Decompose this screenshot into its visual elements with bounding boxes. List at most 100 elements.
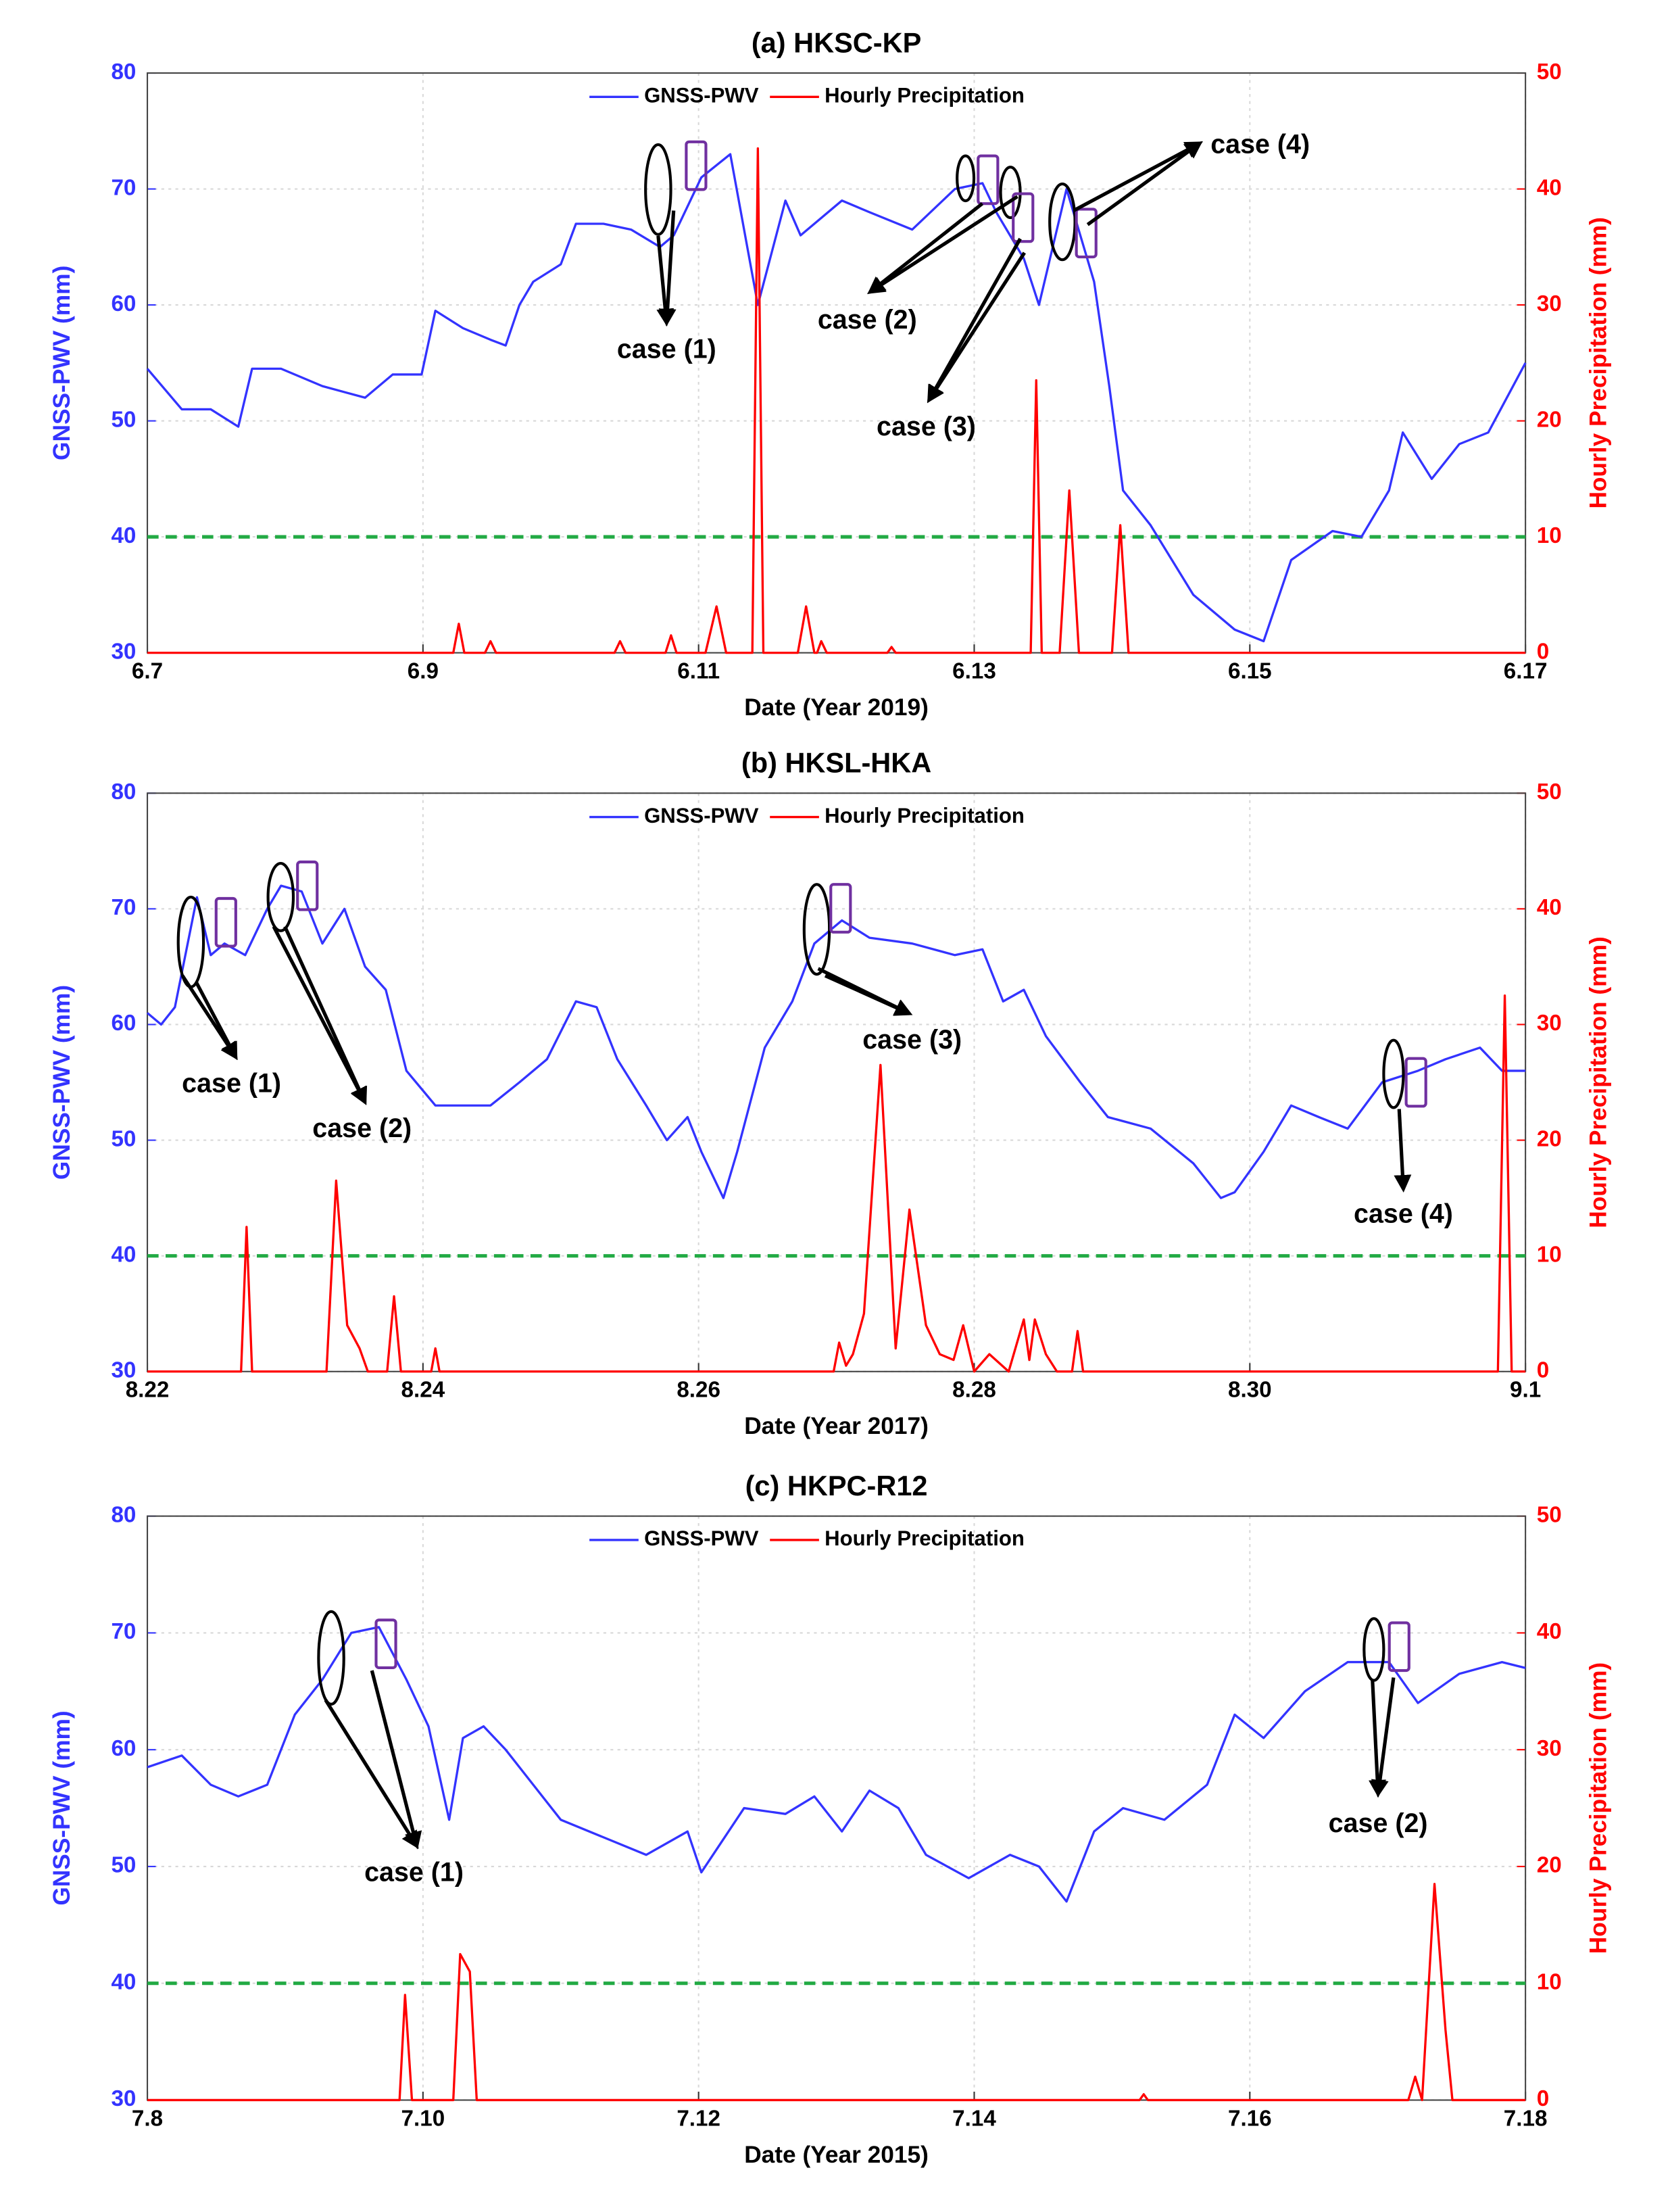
y-axis-label: GNSS-PWV (mm) — [49, 985, 75, 1180]
chart-title: (b) HKSL-HKA — [741, 747, 931, 779]
annotation-arrow — [824, 973, 913, 1016]
x-tick-label: 7.18 — [1504, 2106, 1548, 2131]
x-tick-label: 7.14 — [952, 2106, 996, 2131]
y2-tick-label: 40 — [1537, 175, 1562, 200]
annotation-label: case (1) — [182, 1069, 281, 1099]
annotation-box — [374, 1618, 397, 1669]
y-tick-label: 60 — [111, 1736, 136, 1761]
annotation-ellipse — [956, 154, 976, 203]
x-tick-label: 8.26 — [677, 1378, 720, 1403]
legend-label: GNSS-PWV — [644, 1526, 759, 1550]
x-tick-label: 6.11 — [677, 658, 720, 683]
plot-area — [147, 73, 1526, 653]
plot-frame — [146, 792, 1527, 1372]
legend-label: GNSS-PWV — [644, 84, 759, 107]
y-axis-label: GNSS-PWV (mm) — [49, 1710, 75, 1905]
y2-tick-label: 0 — [1537, 1358, 1549, 1383]
y2-tick-label: 20 — [1537, 1853, 1562, 1878]
y2-tick-label: 50 — [1537, 779, 1562, 804]
y2-axis-label: Hourly Precipitation (mm) — [1586, 1662, 1612, 1954]
legend-label: GNSS-PWV — [644, 804, 759, 827]
y2-tick-label: 50 — [1537, 1502, 1562, 1527]
y-tick-label: 80 — [111, 1502, 136, 1527]
y-tick-label: 80 — [111, 779, 136, 804]
annotation-arrow — [1073, 141, 1203, 212]
x-axis-label: Date (Year 2017) — [744, 1413, 929, 1439]
y-tick-label: 70 — [111, 895, 136, 920]
annotation-label: case (2) — [818, 305, 917, 335]
y-axis-label: GNSS-PWV (mm) — [49, 266, 75, 460]
x-tick-label: 8.22 — [126, 1378, 170, 1403]
annotation-box — [829, 883, 852, 934]
y2-tick-label: 30 — [1537, 1736, 1562, 1761]
y2-tick-label: 0 — [1537, 639, 1549, 664]
annotation-box — [1404, 1057, 1427, 1108]
annotation-ellipse — [317, 1610, 345, 1706]
annotation-label: case (2) — [1329, 1808, 1428, 1838]
y-tick-label: 70 — [111, 175, 136, 200]
y2-tick-label: 40 — [1537, 895, 1562, 920]
series-line — [147, 1883, 1526, 2102]
annotation-arrow — [283, 925, 368, 1105]
annotation-ellipse — [266, 862, 295, 932]
annotation-box — [1075, 208, 1098, 259]
y-tick-label: 60 — [111, 291, 136, 316]
legend-label: Hourly Precipitation — [825, 804, 1025, 827]
y-tick-label: 70 — [111, 1619, 136, 1644]
y2-axis-label: Hourly Precipitation (mm) — [1586, 936, 1612, 1228]
legend-label: Hourly Precipitation — [825, 84, 1025, 107]
annotation-box — [1387, 1621, 1410, 1673]
annotation-box — [214, 896, 237, 948]
y-tick-label: 40 — [111, 1242, 136, 1267]
annotation-label: case (4) — [1354, 1199, 1453, 1229]
annotation-arrow — [1394, 1109, 1412, 1193]
x-tick-label: 7.10 — [401, 2106, 445, 2131]
y2-tick-label: 30 — [1537, 1011, 1562, 1036]
y2-tick-label: 0 — [1537, 2086, 1549, 2111]
x-tick-label: 6.13 — [952, 658, 996, 683]
annotation-arrow — [927, 237, 1022, 404]
x-tick-label: 7.12 — [677, 2106, 720, 2131]
plot-area — [147, 793, 1526, 1372]
panel: (a) HKSC-KP 6.7 6.9 6.11 6.13 6.15 6.17 30 40 50 6… — [49, 26, 1612, 721]
annotation-arrow — [927, 251, 1027, 404]
annotation-box — [296, 860, 319, 911]
x-tick-label: 6.15 — [1228, 658, 1272, 683]
annotation-label: case (1) — [364, 1858, 464, 1888]
annotation-box — [685, 140, 708, 191]
series-line — [146, 153, 1527, 643]
annotation-arrow — [1369, 1680, 1387, 1798]
y-tick-label: 30 — [111, 1358, 136, 1383]
x-tick-label: 8.24 — [401, 1378, 445, 1403]
x-axis-label: Date (Year 2015) — [744, 2142, 929, 2168]
annotation-arrow — [324, 1699, 419, 1850]
annotation-arrow — [867, 202, 984, 295]
y2-axis-label: Hourly Precipitation (mm) — [1586, 217, 1612, 508]
annotation-ellipse — [644, 143, 672, 236]
annotation-box — [977, 154, 1000, 206]
y-tick-label: 50 — [111, 1853, 136, 1878]
annotation-label: case (1) — [617, 335, 716, 364]
x-tick-label: 8.28 — [952, 1378, 996, 1403]
series-line — [147, 147, 1526, 654]
y2-tick-label: 40 — [1537, 1619, 1562, 1644]
annotation-ellipse — [1382, 1038, 1405, 1109]
annotation-label: case (3) — [862, 1025, 962, 1055]
annotation-arrow — [195, 982, 238, 1061]
x-tick-label: 7.8 — [132, 2106, 163, 2131]
x-tick-label: 6.9 — [408, 658, 439, 683]
y2-tick-label: 10 — [1537, 1242, 1562, 1267]
annotation-label: case (3) — [877, 412, 976, 441]
x-tick-label: 8.30 — [1228, 1378, 1272, 1403]
y2-tick-label: 10 — [1537, 523, 1562, 548]
y2-tick-label: 20 — [1537, 407, 1562, 432]
annotation-arrow — [1371, 1677, 1396, 1798]
y-tick-label: 40 — [111, 1969, 136, 1994]
y-tick-label: 50 — [111, 407, 136, 432]
chart-title: (c) HKPC-R12 — [745, 1470, 928, 1501]
y-tick-label: 30 — [111, 2086, 136, 2111]
annotation-arrow — [658, 210, 677, 327]
annotation-label: case (2) — [312, 1113, 412, 1143]
series-line — [147, 1626, 1526, 1903]
